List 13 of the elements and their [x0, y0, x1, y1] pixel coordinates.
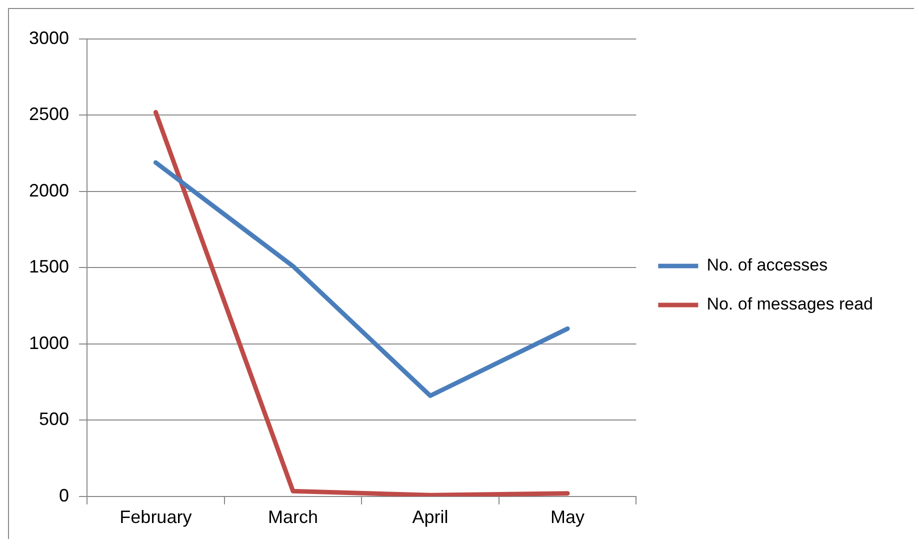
legend-label: No. of messages read — [706, 294, 874, 314]
y-tick-label: 1000 — [28, 332, 70, 353]
y-tick-label: 1500 — [28, 256, 70, 277]
x-tick-label: February — [120, 507, 192, 528]
y-tick-label: 500 — [38, 409, 70, 430]
y-tick-label: 0 — [59, 485, 70, 506]
y-tick-label: 3000 — [28, 28, 70, 48]
y-tick-label: 2000 — [28, 180, 70, 200]
x-tick-label: March — [268, 507, 318, 528]
x-tick-label: April — [412, 507, 448, 528]
y-tick-label: 2500 — [28, 104, 70, 124]
x-tick-label: May — [550, 507, 585, 528]
legend-label: No. of accesses — [706, 256, 828, 275]
